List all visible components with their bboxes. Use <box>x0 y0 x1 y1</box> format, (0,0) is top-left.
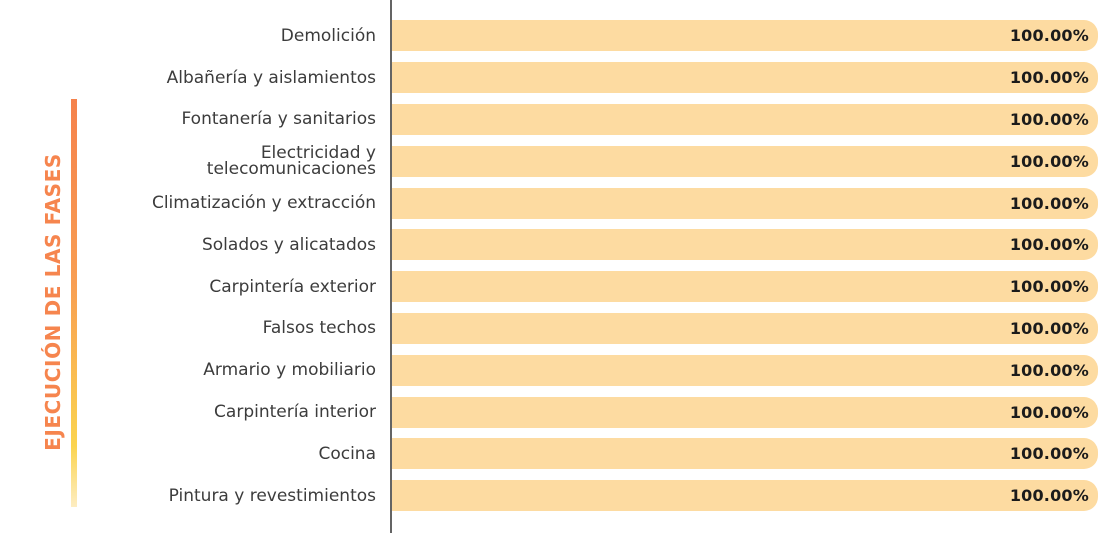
category-label: Demolición <box>280 25 376 46</box>
progress-bar: 100.00% <box>392 396 1098 428</box>
bar-track: 100.00% <box>392 480 1098 512</box>
progress-bar: 100.00% <box>392 62 1098 94</box>
bar-row: Electricidad y telecomunicaciones 100.00… <box>0 140 1100 182</box>
value-label: 100.00% <box>1009 486 1089 506</box>
bar-track: 100.00% <box>392 229 1098 261</box>
category-label: Electricidad y telecomunicaciones <box>206 143 376 180</box>
value-label: 100.00% <box>1009 444 1089 464</box>
bar-track: 100.00% <box>392 62 1098 94</box>
category-label: Carpintería exterior <box>209 276 376 297</box>
progress-bar: 100.00% <box>392 438 1098 470</box>
value-label: 100.00% <box>1009 360 1089 380</box>
category-label: Cocina <box>318 443 376 464</box>
bar-row: Armario y mobiliario 100.00% <box>0 349 1100 391</box>
bar-row: Carpintería exterior 100.00% <box>0 266 1100 308</box>
progress-bar: 100.00% <box>392 480 1098 512</box>
category-label: Armario y mobiliario <box>203 360 376 381</box>
bar-row: Climatización y extracción 100.00% <box>0 182 1100 224</box>
bar-track: 100.00% <box>392 145 1098 177</box>
value-label: 100.00% <box>1009 318 1089 338</box>
bar-track: 100.00% <box>392 187 1098 219</box>
category-label: Albañería y aislamientos <box>166 67 376 88</box>
bars-area: Demolición 100.00% Albañería y aislamien… <box>0 15 1100 517</box>
progress-bar: 100.00% <box>392 20 1098 52</box>
bar-row: Demolición 100.00% <box>0 15 1100 57</box>
value-label: 100.00% <box>1009 277 1089 297</box>
progress-bar: 100.00% <box>392 229 1098 261</box>
value-label: 100.00% <box>1009 26 1089 46</box>
value-label: 100.00% <box>1009 151 1089 171</box>
bar-row: Cocina 100.00% <box>0 433 1100 475</box>
value-label: 100.00% <box>1009 193 1089 213</box>
bar-row: Albañería y aislamientos 100.00% <box>0 57 1100 99</box>
title-accent-line <box>71 99 77 507</box>
category-label: Carpintería interior <box>214 402 376 422</box>
value-label: 100.00% <box>1009 235 1089 255</box>
baseline-axis <box>390 0 392 533</box>
progress-bar: 100.00% <box>392 312 1098 344</box>
bar-track: 100.00% <box>392 271 1098 303</box>
bar-track: 100.00% <box>392 354 1098 386</box>
bar-row: Carpintería interior 100.00% <box>0 391 1100 433</box>
progress-bar: 100.00% <box>392 354 1098 386</box>
category-label: Fontanería y sanitarios <box>181 109 377 130</box>
progress-bar: 100.00% <box>392 103 1098 135</box>
value-label: 100.00% <box>1009 109 1089 129</box>
bar-row: Pintura y revestimientos 100.00% <box>0 475 1100 517</box>
bar-track: 100.00% <box>392 103 1098 135</box>
progress-bar: 100.00% <box>392 271 1098 303</box>
category-label: Pintura y revestimientos <box>168 485 376 506</box>
bar-row: Fontanería y sanitarios 100.00% <box>0 99 1100 141</box>
bar-track: 100.00% <box>392 312 1098 344</box>
bar-track: 100.00% <box>392 20 1098 52</box>
category-label: Climatización y extracción <box>151 193 376 214</box>
bar-track: 100.00% <box>392 396 1098 428</box>
bar-row: Solados y alicatados 100.00% <box>0 224 1100 266</box>
bar-row: Falsos techos 100.00% <box>0 308 1100 350</box>
value-label: 100.00% <box>1009 402 1089 422</box>
category-label: Solados y alicatados <box>201 234 376 255</box>
progress-bar: 100.00% <box>392 187 1098 219</box>
category-label: Falsos techos <box>262 318 376 339</box>
bar-track: 100.00% <box>392 438 1098 470</box>
progress-bar: 100.00% <box>392 145 1098 177</box>
value-label: 100.00% <box>1009 68 1089 88</box>
